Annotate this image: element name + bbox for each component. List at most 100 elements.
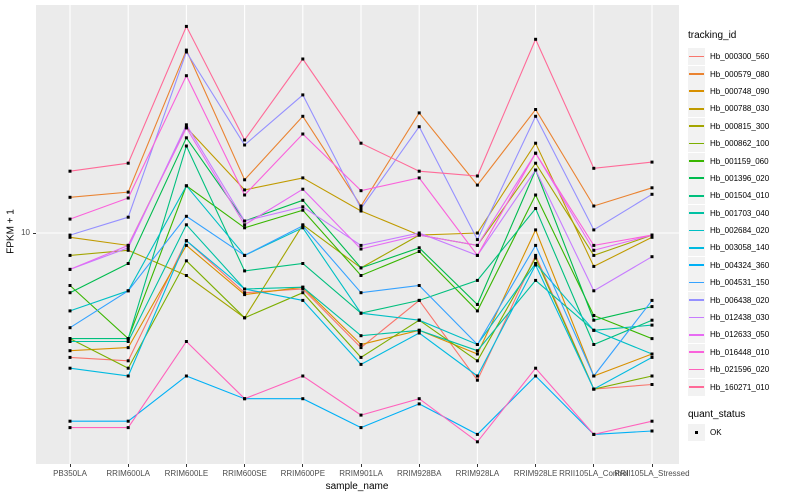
data-point xyxy=(534,207,538,210)
data-point xyxy=(417,331,421,335)
x-tick-mark xyxy=(302,464,304,467)
data-point xyxy=(68,309,72,313)
data-point xyxy=(534,366,538,370)
data-point xyxy=(417,246,421,250)
legend-label: Hb_003058_140 xyxy=(710,243,770,253)
data-point xyxy=(301,114,305,118)
data-point xyxy=(243,316,247,320)
legend-item-quant-status: OK xyxy=(688,424,800,441)
legend-label: Hb_000300_560 xyxy=(710,52,770,62)
data-point xyxy=(534,193,538,197)
legend-item: Hb_004531_150 xyxy=(688,274,800,292)
x-tick-mark xyxy=(651,464,653,467)
data-point xyxy=(417,111,421,115)
x-tick-mark xyxy=(360,464,362,467)
black-square-point-icon xyxy=(695,431,699,435)
data-point xyxy=(359,311,363,315)
data-point xyxy=(592,248,596,252)
legend-item: Hb_004324_360 xyxy=(688,256,800,274)
legend-key-ok xyxy=(688,424,705,441)
x-tick-label: RRIM928BA xyxy=(396,469,442,478)
data-point xyxy=(184,259,188,263)
data-point xyxy=(184,214,188,218)
data-point xyxy=(243,397,247,401)
data-point xyxy=(534,374,538,378)
legend-item: Hb_001703_040 xyxy=(688,204,800,222)
legend-key xyxy=(688,256,705,274)
data-point xyxy=(592,228,596,232)
data-point xyxy=(359,266,363,270)
data-point xyxy=(592,166,596,170)
legend-item: Hb_000862_100 xyxy=(688,135,800,153)
legend-label: Hb_160271_010 xyxy=(710,382,770,392)
data-point xyxy=(359,334,363,338)
data-point xyxy=(417,250,421,253)
legend-item: Hb_000579_080 xyxy=(688,65,800,83)
legend-label: Hb_004531_150 xyxy=(710,278,770,288)
data-point xyxy=(301,291,305,295)
data-point xyxy=(534,278,538,282)
data-point xyxy=(359,362,363,366)
y-tick-mark xyxy=(33,233,36,234)
data-point xyxy=(359,291,363,295)
data-point xyxy=(184,239,188,243)
data-point xyxy=(417,397,421,401)
data-point xyxy=(359,355,363,359)
data-point xyxy=(126,337,130,341)
legend-label: Hb_001396_020 xyxy=(710,173,770,183)
data-point xyxy=(126,374,130,378)
data-point xyxy=(301,187,305,191)
legend-swatch-line xyxy=(689,351,704,354)
data-point xyxy=(184,340,188,343)
data-point xyxy=(68,426,72,430)
legend-label: Hb_021596_020 xyxy=(710,365,770,375)
data-point xyxy=(417,318,421,322)
legend-key xyxy=(688,239,705,257)
data-point xyxy=(359,243,363,247)
legend-label: Hb_000815_300 xyxy=(710,121,770,131)
data-point xyxy=(243,188,247,192)
data-point xyxy=(475,432,479,436)
legend-swatch-line xyxy=(689,246,704,249)
x-axis-title: sample_name xyxy=(325,481,389,492)
data-point xyxy=(243,253,247,257)
x-tick-label: RRII105LA_Stressed xyxy=(614,469,690,478)
data-point xyxy=(534,256,538,260)
data-point xyxy=(68,340,72,343)
legend-swatch-line xyxy=(689,90,704,93)
legend-item: Hb_012438_030 xyxy=(688,309,800,327)
legend-title-tracking-id: tracking_id xyxy=(688,30,737,41)
data-point xyxy=(534,151,538,155)
legend-swatch-line xyxy=(689,142,704,145)
data-point xyxy=(534,108,538,111)
legend-item: Hb_021596_020 xyxy=(688,361,800,379)
data-point xyxy=(359,346,363,350)
legend-key xyxy=(688,65,705,83)
legend-swatch-line xyxy=(689,194,704,197)
data-point xyxy=(243,226,247,230)
x-tick-label: PB350LA xyxy=(53,469,87,478)
data-point xyxy=(417,402,421,406)
data-point xyxy=(650,355,654,359)
data-point xyxy=(301,57,305,61)
data-point xyxy=(243,178,247,182)
legend-item: Hb_160271_010 xyxy=(688,378,800,396)
data-point xyxy=(650,383,654,386)
legend-swatch-line xyxy=(689,160,704,162)
data-point xyxy=(417,233,421,237)
legend-item: Hb_001396_020 xyxy=(688,169,800,187)
legend-swatch-line xyxy=(689,55,704,58)
data-point xyxy=(126,243,130,247)
legend-key xyxy=(688,326,705,344)
data-point xyxy=(592,314,596,317)
data-point xyxy=(592,432,596,436)
data-point xyxy=(68,267,72,271)
legend-items: Hb_000300_560 Hb_000579_080 Hb_000748_090 H… xyxy=(688,48,800,396)
data-point xyxy=(475,183,479,187)
data-point xyxy=(68,291,72,295)
data-point xyxy=(301,397,305,401)
data-point xyxy=(184,374,188,378)
data-point xyxy=(301,224,305,228)
legend-label: Hb_000788_030 xyxy=(710,104,770,114)
data-point xyxy=(184,123,188,127)
